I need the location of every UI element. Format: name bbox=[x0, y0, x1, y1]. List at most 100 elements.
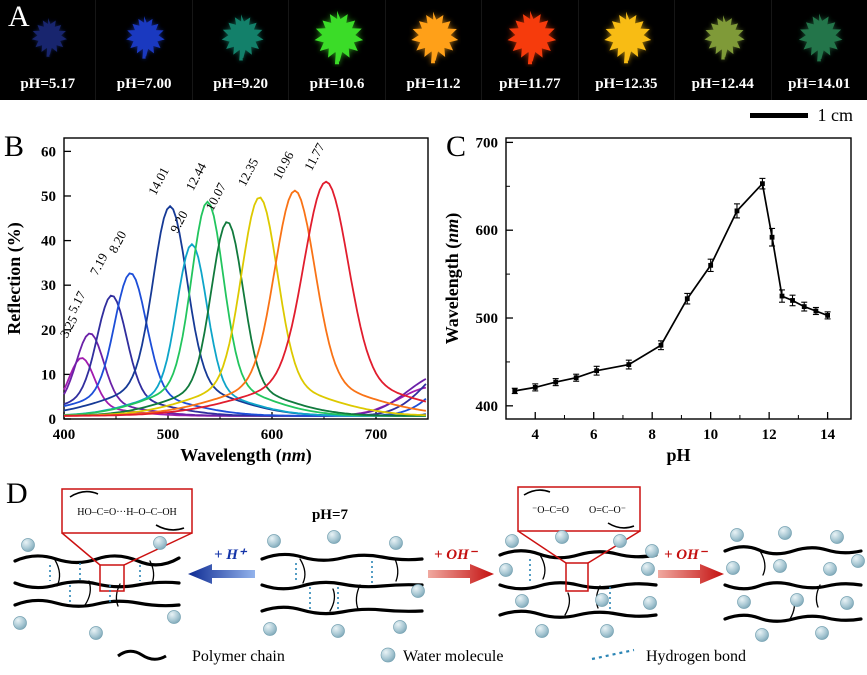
water-molecule bbox=[737, 595, 751, 609]
add-acid-label: + H⁺ bbox=[214, 547, 248, 563]
y-tick-label: 500 bbox=[476, 311, 499, 327]
chains-neutral-state bbox=[260, 552, 424, 616]
y-tick-label: 30 bbox=[41, 278, 56, 294]
maple-leaf-icon bbox=[604, 11, 652, 64]
maple-leaf-icon bbox=[31, 17, 67, 57]
data-point bbox=[825, 312, 831, 318]
ph-label: pH=11.2 bbox=[406, 76, 461, 92]
water-molecule bbox=[555, 530, 569, 544]
leaf-shape bbox=[704, 15, 745, 60]
y-tick-label: 700 bbox=[476, 135, 499, 151]
data-point bbox=[769, 234, 775, 240]
data-point bbox=[708, 262, 714, 268]
chains-swollen-state bbox=[723, 545, 863, 623]
legend-water-label: Water molecule bbox=[403, 648, 503, 665]
maple-leaf-icon bbox=[314, 10, 364, 65]
plot-frame bbox=[63, 137, 429, 420]
data-point bbox=[779, 293, 785, 299]
arrow-add-acid bbox=[188, 564, 255, 584]
water-molecule bbox=[167, 610, 181, 624]
water-molecule bbox=[411, 584, 425, 598]
water-molecule bbox=[778, 526, 792, 540]
data-point bbox=[658, 342, 664, 348]
curve-ph-label: 12.35 bbox=[234, 156, 261, 189]
water-molecule bbox=[263, 622, 277, 636]
leaf-photo-tile: pH=5.17 bbox=[0, 0, 97, 100]
data-point bbox=[512, 388, 518, 394]
data-point bbox=[734, 208, 740, 214]
leaf-image bbox=[501, 0, 559, 74]
panel-label-a: A bbox=[8, 0, 30, 33]
water-molecule bbox=[755, 628, 769, 642]
panel-label-c: C bbox=[446, 130, 467, 163]
data-point bbox=[532, 384, 538, 390]
leaf-image bbox=[598, 0, 654, 74]
legend-hbond-label: Hydrogen bond bbox=[646, 648, 746, 665]
arrow-add-base-2 bbox=[658, 564, 724, 584]
y-tick-label: 60 bbox=[41, 144, 56, 160]
data-point bbox=[813, 308, 819, 314]
x-tick-label: 6 bbox=[590, 427, 598, 443]
chains-basic-state bbox=[498, 549, 658, 619]
leaf-photo-tile: pH=7.00 bbox=[96, 0, 193, 100]
curve-ph-label: 12.44 bbox=[182, 160, 209, 193]
polymer-chains bbox=[13, 545, 863, 623]
curve-ph-label: 9.20 bbox=[167, 208, 191, 235]
data-point bbox=[801, 304, 807, 309]
maple-leaf-icon bbox=[704, 15, 745, 60]
callout-insets bbox=[61, 486, 641, 592]
mechanism-schematic: HO–C=O···H–O–C–OH ⁻O–C=O O=C–O⁻ pH=7 + H… bbox=[13, 486, 865, 665]
water-molecule bbox=[645, 544, 659, 558]
maple-leaf-icon bbox=[411, 11, 459, 64]
y-tick-label: 10 bbox=[41, 367, 56, 383]
water-molecule bbox=[21, 538, 35, 552]
chain-branches bbox=[54, 559, 155, 607]
leaf-image bbox=[793, 0, 845, 74]
water-molecule bbox=[840, 596, 854, 610]
inset-acid-chain-stub bbox=[69, 490, 99, 498]
zoom-rect-acid bbox=[99, 564, 125, 592]
water-molecule bbox=[153, 536, 167, 550]
maple-leaf-icon bbox=[507, 10, 557, 65]
x-tick-label: 12 bbox=[762, 427, 777, 443]
water-molecule bbox=[535, 624, 549, 638]
y-tick-label: 600 bbox=[476, 223, 499, 239]
wavelength-vs-ph-panel: 4 6 8 10 12 14 400 500 600 700 pH Wavelength (nm) bbox=[440, 128, 867, 478]
inset-carboxylic-acid-formula: HO–C=O···H–O–C–OH bbox=[77, 507, 177, 518]
water-molecule bbox=[643, 596, 657, 610]
water-molecule bbox=[331, 624, 345, 638]
arrow-add-base-1 bbox=[428, 564, 494, 584]
ph-label: pH=7.00 bbox=[116, 76, 172, 92]
ph-label: pH=12.35 bbox=[595, 76, 658, 92]
water-molecule bbox=[730, 528, 744, 542]
x-tick-label: 400 bbox=[53, 427, 76, 443]
ph-label: pH=9.20 bbox=[213, 76, 268, 92]
y-tick-label: 20 bbox=[41, 323, 56, 339]
leaf-photo-tile: pH=9.20 bbox=[192, 0, 290, 100]
curve-ph-label: 11.77 bbox=[301, 140, 328, 173]
panel-label-b: B bbox=[4, 130, 25, 163]
data-point bbox=[760, 181, 765, 187]
legend-polymer-line bbox=[117, 649, 167, 661]
ph-label: pH=11.77 bbox=[499, 76, 561, 92]
water-molecule bbox=[13, 616, 27, 630]
x-tick-label: 600 bbox=[261, 427, 284, 443]
leaf-photo-tile: pH=12.35 bbox=[578, 0, 676, 100]
water-molecule bbox=[613, 534, 627, 548]
water-molecule bbox=[823, 562, 837, 576]
y-tick-label: 400 bbox=[476, 399, 499, 415]
leaf-shape bbox=[31, 17, 67, 57]
water-molecule bbox=[505, 534, 519, 548]
scale-bar: 1 cm bbox=[749, 105, 853, 126]
data-point bbox=[573, 375, 579, 381]
water-molecule bbox=[600, 624, 614, 638]
data-point bbox=[553, 379, 559, 385]
y-axis-title: Reflection (%) bbox=[4, 222, 25, 334]
leaf-photo-tile: pH=10.6 bbox=[289, 0, 386, 100]
legend-water-circle bbox=[380, 647, 396, 663]
leaf-shape bbox=[221, 14, 264, 61]
water-molecule bbox=[327, 530, 341, 544]
leaf-shape bbox=[411, 11, 459, 64]
water-molecule bbox=[851, 554, 865, 568]
curve-ph-label: 8.20 bbox=[105, 228, 129, 255]
